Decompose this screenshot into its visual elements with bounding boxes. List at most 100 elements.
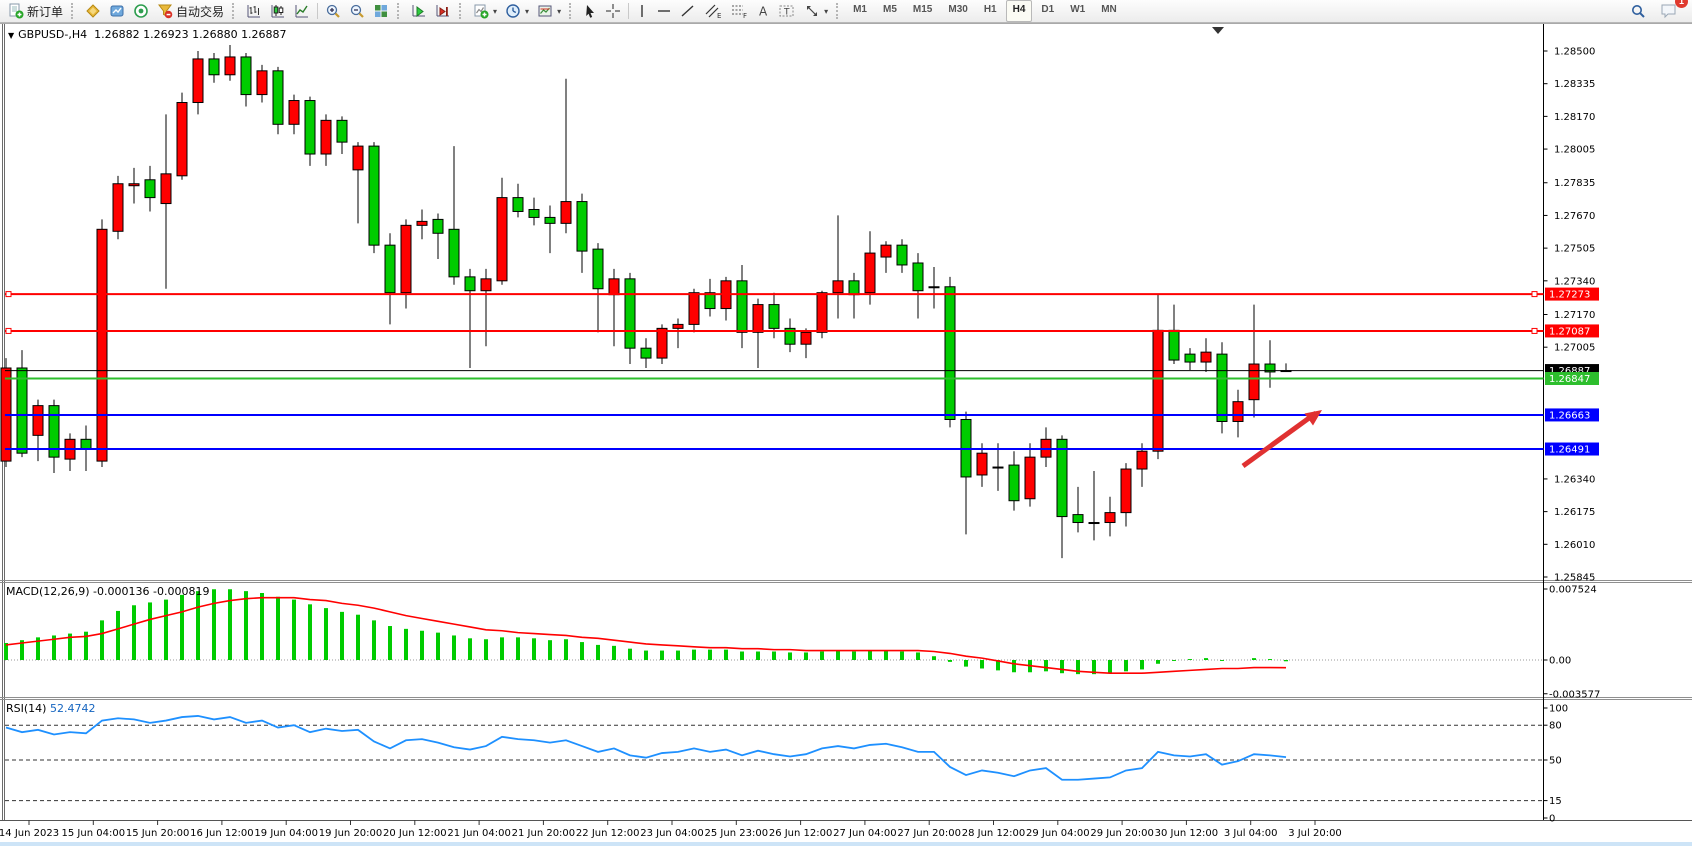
toolbar-gripper xyxy=(71,3,77,19)
svg-text:1.26175: 1.26175 xyxy=(1554,507,1595,518)
chart-area[interactable]: 1.28500 1.28335 1.28170 1.28005 1.27835 1.276… xyxy=(0,23,1692,846)
symbol-dropdown-icon[interactable]: ▼ xyxy=(8,31,15,40)
timeframe-button-mn[interactable]: MN xyxy=(1101,4,1117,15)
svg-text:1.26340: 1.26340 xyxy=(1554,474,1595,485)
crosshair-button[interactable] xyxy=(601,0,625,23)
line-chart-icon xyxy=(294,3,310,19)
toolbar-gripper xyxy=(569,3,575,19)
svg-text:1.28335: 1.28335 xyxy=(1554,79,1595,90)
timeframe-button-m30[interactable]: M30 xyxy=(948,4,968,15)
indicators-icon xyxy=(473,3,489,19)
new-order-icon xyxy=(8,3,24,19)
timeframe-button-h4[interactable]: H4 xyxy=(1005,0,1033,22)
chart-profile-button[interactable] xyxy=(105,0,129,23)
svg-text:23 Jun 04:00: 23 Jun 04:00 xyxy=(640,828,704,839)
svg-text:16 Jun 12:00: 16 Jun 12:00 xyxy=(190,828,254,839)
symbol-period-label: GBPUSD-,H4 xyxy=(18,28,88,41)
svg-text:15 Jun 04:00: 15 Jun 04:00 xyxy=(62,828,126,839)
svg-text:15: 15 xyxy=(1549,796,1562,807)
trend-arrow-annotation[interactable] xyxy=(1241,410,1322,469)
timeframe-button-d1[interactable]: D1 xyxy=(1041,4,1055,15)
chart-profile-icon xyxy=(109,3,125,19)
svg-text:15 Jun 20:00: 15 Jun 20:00 xyxy=(126,828,190,839)
periods-clock-icon xyxy=(505,3,521,19)
horizontal-line-button[interactable] xyxy=(652,0,676,23)
cursor-icon xyxy=(583,4,597,19)
svg-text:14 Jun 2023: 14 Jun 2023 xyxy=(0,828,59,839)
rsi-indicator-label: RSI(14) 52.4742 xyxy=(6,702,96,715)
time-axis: 14 Jun 2023 15 Jun 04:00 15 Jun 20:00 16 Ju… xyxy=(0,820,1342,839)
svg-text:1.28500: 1.28500 xyxy=(1554,47,1595,58)
svg-text:21 Jun 04:00: 21 Jun 04:00 xyxy=(447,828,511,839)
equidistant-channel-icon: E xyxy=(704,3,722,19)
arrows-button[interactable]: ▾ xyxy=(800,0,832,23)
svg-text:1.26663: 1.26663 xyxy=(1549,410,1590,421)
timeframe-button-m5[interactable]: M5 xyxy=(883,4,897,15)
svg-text:1.27087: 1.27087 xyxy=(1549,326,1590,337)
fibonacci-icon: F xyxy=(730,3,748,19)
new-order-button[interactable]: 新订单 xyxy=(4,0,67,23)
toolbar-gripper xyxy=(232,3,238,19)
candlestick-button[interactable] xyxy=(266,0,290,23)
text-button[interactable]: A xyxy=(752,0,774,23)
svg-text:0.00: 0.00 xyxy=(1549,656,1571,667)
svg-text:22 Jun 12:00: 22 Jun 12:00 xyxy=(576,828,640,839)
chevron-down-icon: ▾ xyxy=(493,6,498,16)
zoom-in-button[interactable] xyxy=(321,0,345,23)
cursor-button[interactable] xyxy=(579,0,601,23)
svg-text:80: 80 xyxy=(1549,721,1562,732)
equidistant-channel-button[interactable]: E xyxy=(700,0,726,23)
signals-button[interactable] xyxy=(129,0,153,23)
svg-text:19 Jun 20:00: 19 Jun 20:00 xyxy=(319,828,383,839)
indicators-button[interactable]: ▾ xyxy=(469,0,501,23)
svg-text:27 Jun 04:00: 27 Jun 04:00 xyxy=(833,828,897,839)
vertical-line-button[interactable] xyxy=(632,0,652,23)
zoom-in-icon xyxy=(325,3,341,19)
svg-text:28 Jun 12:00: 28 Jun 12:00 xyxy=(962,828,1026,839)
tile-windows-button[interactable] xyxy=(369,0,393,23)
toolbar-gripper xyxy=(836,3,842,19)
timeframe-button-m1[interactable]: M1 xyxy=(853,4,867,15)
macd-panel: 0.007524 0.00 -0.003577 xyxy=(4,584,1600,700)
line-chart-button[interactable] xyxy=(290,0,314,23)
horizontal-line-icon xyxy=(656,3,672,19)
zoom-out-icon xyxy=(349,3,365,19)
svg-text:20 Jun 12:00: 20 Jun 12:00 xyxy=(383,828,447,839)
chart-shift-button[interactable] xyxy=(431,0,455,23)
candlestick-icon xyxy=(270,3,286,19)
text-label-icon: T xyxy=(778,3,796,19)
chat-button[interactable]: 1 xyxy=(1656,0,1688,23)
timeframe-button-w1[interactable]: W1 xyxy=(1070,4,1086,15)
rsi-panel: 100 80 50 15 0 xyxy=(5,704,1568,825)
chart-shift-marker[interactable] xyxy=(1212,27,1224,34)
svg-text:1.27340: 1.27340 xyxy=(1554,276,1595,287)
svg-text:3 Jul 20:00: 3 Jul 20:00 xyxy=(1288,828,1342,839)
auto-scroll-button[interactable] xyxy=(407,0,431,23)
toolbar-separator xyxy=(317,3,319,19)
price-line-1.27087[interactable] xyxy=(5,327,1544,334)
trendline-button[interactable] xyxy=(676,0,700,23)
fibonacci-button[interactable]: F xyxy=(726,0,752,23)
macd-indicator-label: MACD(12,26,9) -0.000136 -0.000819 xyxy=(6,585,210,598)
zoom-out-button[interactable] xyxy=(345,0,369,23)
svg-text:1.26847: 1.26847 xyxy=(1549,374,1590,385)
svg-text:29 Jun 04:00: 29 Jun 04:00 xyxy=(1026,828,1090,839)
timeframe-button-h1[interactable]: H1 xyxy=(983,4,997,15)
svg-text:1.27835: 1.27835 xyxy=(1554,178,1595,189)
quotes-button[interactable] xyxy=(81,0,105,23)
bar-chart-button[interactable] xyxy=(242,0,266,23)
timeframe-button-m15[interactable]: M15 xyxy=(912,4,933,15)
templates-button[interactable]: ▾ xyxy=(533,0,565,23)
text-label-button[interactable]: T xyxy=(774,0,800,23)
svg-text:30 Jun 12:00: 30 Jun 12:00 xyxy=(1155,828,1219,839)
svg-text:25 Jun 23:00: 25 Jun 23:00 xyxy=(705,828,769,839)
svg-text:1.28005: 1.28005 xyxy=(1554,145,1595,156)
price-line-1.27273[interactable] xyxy=(5,291,1544,298)
svg-text:0: 0 xyxy=(1549,814,1555,825)
toolbar-separator xyxy=(628,3,630,19)
periods-button[interactable]: ▾ xyxy=(501,0,533,23)
search-button[interactable] xyxy=(1626,0,1650,23)
vertical-line-icon xyxy=(636,3,648,19)
autotrade-button[interactable]: 自动交易 xyxy=(153,0,228,23)
